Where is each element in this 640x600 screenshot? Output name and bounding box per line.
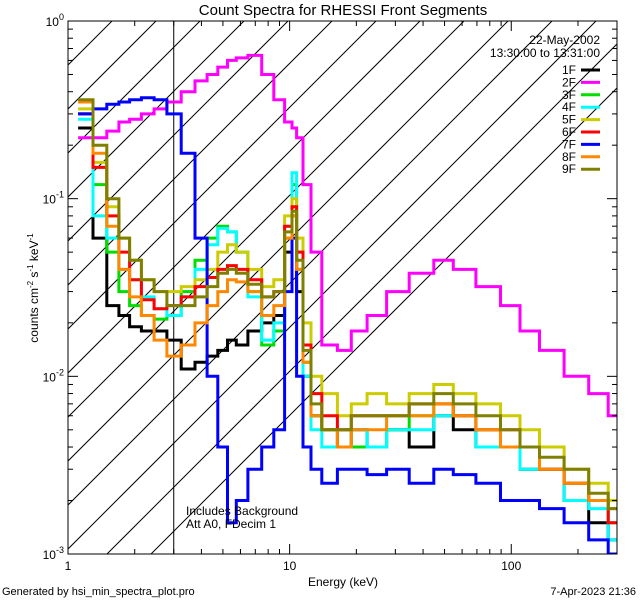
plot-frame <box>67 20 618 555</box>
hatch-line <box>68 21 509 462</box>
y-tick-label: 10-2 <box>43 367 64 384</box>
time-range-label: 13:30:00 to 13:31:00 <box>490 46 600 60</box>
hatch-line <box>68 21 465 418</box>
background-annotation: Includes Background <box>186 504 298 518</box>
legend-label: 9F <box>562 162 576 176</box>
legend-label: 7F <box>562 137 576 151</box>
legend-label: 6F <box>562 125 576 139</box>
date-label: 22-May-2002 <box>529 33 600 47</box>
hatch-line <box>68 21 201 154</box>
legend-label: 3F <box>562 88 576 102</box>
y-label-part: keV <box>27 240 41 264</box>
series-9F <box>78 98 617 511</box>
hatch-line <box>106 43 617 554</box>
y-label-sup: -1 <box>26 233 35 241</box>
x-tick-label: 10 <box>283 559 297 573</box>
y-label-sup: -1 <box>26 264 35 272</box>
legend-label: 1F <box>562 63 576 77</box>
hatch-line <box>68 21 597 550</box>
attenuator-hatch-region <box>68 21 617 554</box>
legend-label: 5F <box>562 113 576 127</box>
hatch-line <box>68 21 289 242</box>
y-label-sup: -2 <box>26 280 35 288</box>
series-layer <box>78 53 617 554</box>
y-tick-label: 10-3 <box>43 545 64 562</box>
legend-label: 4F <box>562 100 576 114</box>
y-axis-label: counts cm-2 s-1 keV-1 <box>26 233 41 343</box>
chart-title: Count Spectra for RHESSI Front Segments <box>199 2 487 19</box>
legend-label: 8F <box>562 150 576 164</box>
x-axis-label: Energy (keV) <box>308 575 378 589</box>
attenuator-annotation: Att A0, FDecim 1 <box>186 517 276 531</box>
series-7F <box>78 96 617 554</box>
y-axis-ticks: 100 10-1 10-2 10-3 <box>43 12 617 562</box>
y-tick-label: 10-1 <box>43 190 64 207</box>
legend-label: 2F <box>562 75 576 89</box>
series-2F <box>78 53 617 418</box>
y-label-part: s <box>27 272 41 281</box>
hatch-line <box>68 21 333 286</box>
x-tick-label: 100 <box>501 559 521 573</box>
x-axis-ticks: 1 10 100 <box>65 21 618 573</box>
y-label-part: counts cm <box>27 288 41 343</box>
hatch-line <box>68 21 113 66</box>
x-tick-label: 1 <box>65 559 72 573</box>
footer-timestamp: 7-Apr-2023 21:36 <box>550 586 636 598</box>
footer-generator: Generated by hsi_min_spectra_plot.pro <box>2 586 195 598</box>
series-8F <box>78 100 617 511</box>
hatch-line <box>68 21 377 330</box>
y-tick-label: 100 <box>46 12 64 29</box>
hatch-line <box>150 87 617 554</box>
series-3F <box>78 112 617 525</box>
